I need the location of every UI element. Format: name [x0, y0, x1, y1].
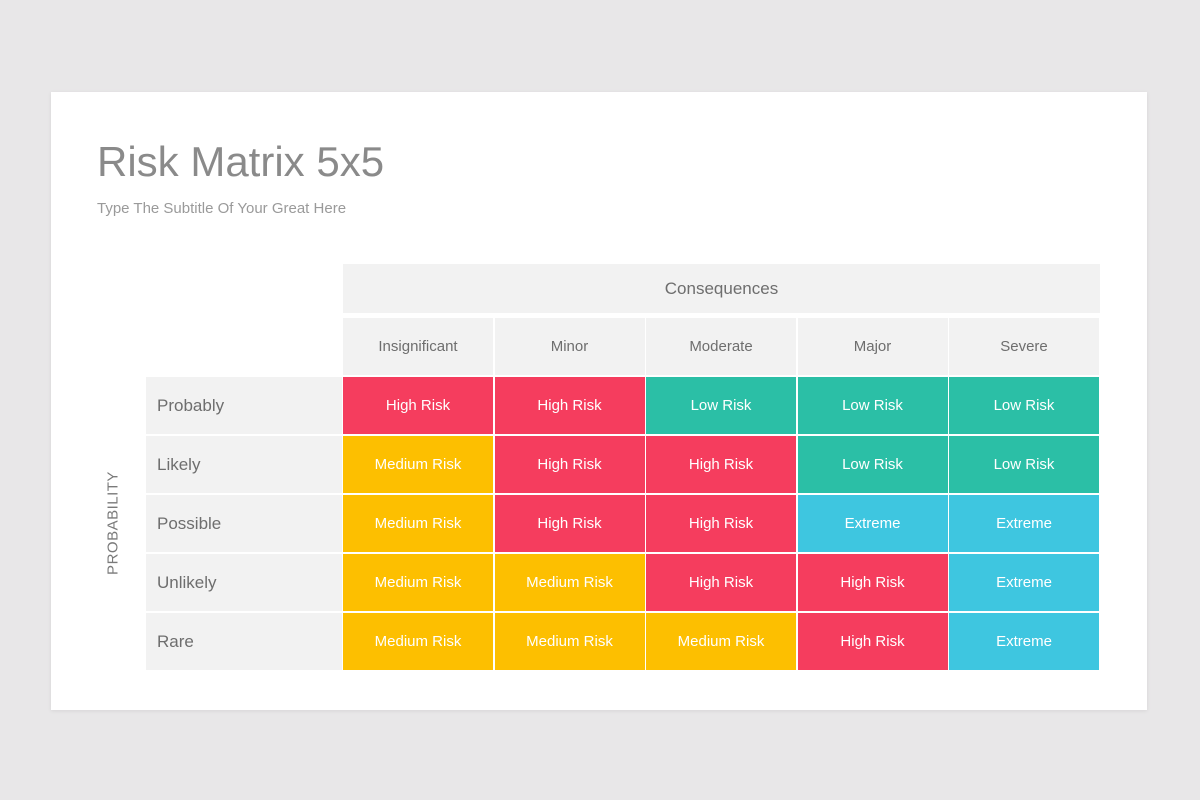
risk-cell: High Risk [646, 436, 796, 493]
risk-cell: High Risk [646, 554, 796, 611]
risk-cell: Low Risk [949, 436, 1099, 493]
row-header: Possible [146, 495, 342, 552]
page-title: Risk Matrix 5x5 [97, 138, 385, 185]
risk-cell: Medium Risk [494, 613, 645, 670]
column-header: Severe [949, 318, 1099, 375]
risk-cell: Extreme [949, 613, 1099, 670]
column-header: Moderate [646, 318, 796, 375]
risk-cell: Medium Risk [343, 436, 493, 493]
risk-cell: High Risk [494, 377, 645, 434]
probability-axis-label: PROBABILITY [104, 471, 122, 575]
row-header: Unlikely [146, 554, 342, 611]
risk-cell: High Risk [646, 495, 796, 552]
risk-cell: Medium Risk [343, 554, 493, 611]
row-header: Probably [146, 377, 342, 434]
column-header: Minor [494, 318, 645, 375]
risk-cell: Extreme [949, 495, 1099, 552]
risk-cell: Medium Risk [343, 495, 493, 552]
row-header: Likely [146, 436, 342, 493]
column-header: Insignificant [343, 318, 493, 375]
risk-cell: Low Risk [949, 377, 1099, 434]
risk-cell: High Risk [797, 613, 948, 670]
page-subtitle: Type The Subtitle Of Your Great Here [97, 200, 347, 217]
risk-cell: Extreme [949, 554, 1099, 611]
risk-cell: High Risk [494, 495, 645, 552]
risk-cell: Medium Risk [646, 613, 796, 670]
risk-cell: Extreme [797, 495, 948, 552]
consequences-header: Consequences [343, 264, 1100, 313]
risk-cell: Medium Risk [343, 613, 493, 670]
row-header: Rare [146, 613, 342, 670]
column-header: Major [797, 318, 948, 375]
risk-cell: Medium Risk [494, 554, 645, 611]
risk-cell: Low Risk [797, 377, 948, 434]
risk-cell: High Risk [797, 554, 948, 611]
risk-cell: Low Risk [797, 436, 948, 493]
risk-cell: Low Risk [646, 377, 796, 434]
risk-cell: High Risk [494, 436, 645, 493]
risk-cell: High Risk [343, 377, 493, 434]
